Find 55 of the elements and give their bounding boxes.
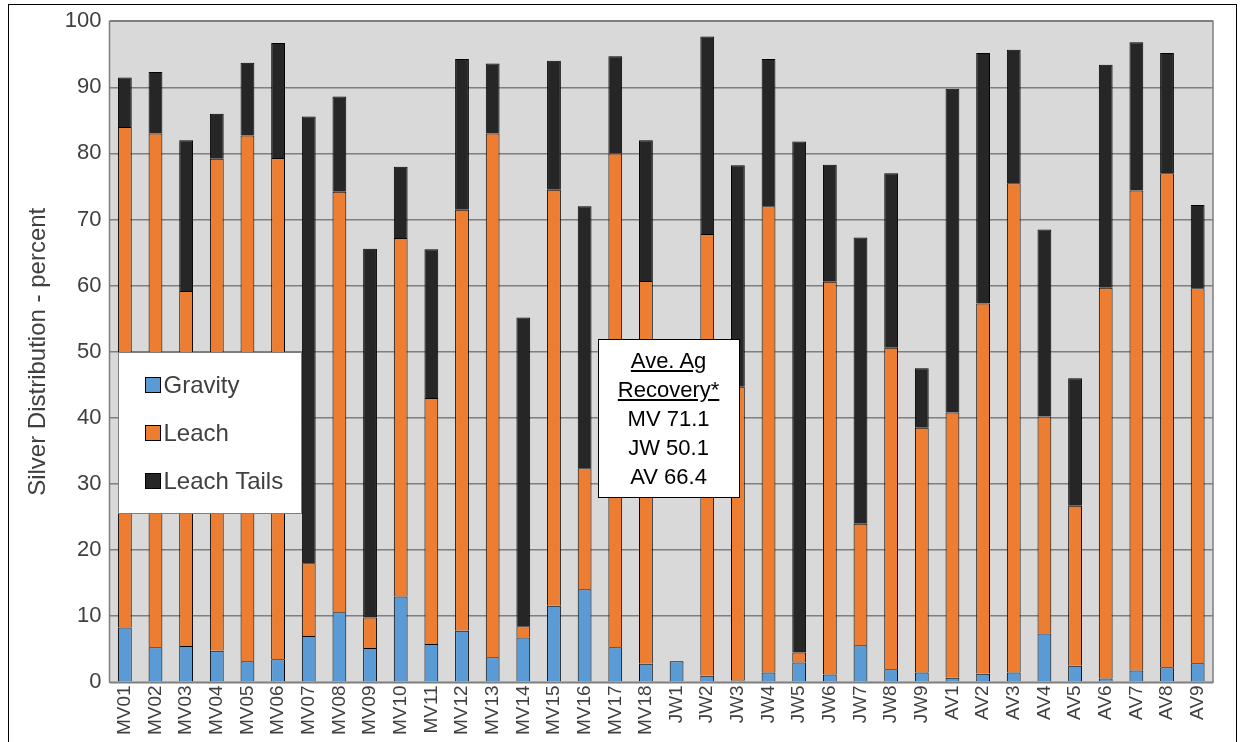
x-tick-label: MV05	[235, 685, 257, 736]
x-tick-label: JW1	[664, 685, 686, 724]
x-tick-label: JW8	[879, 685, 901, 724]
x-tick-label: AV7	[1124, 685, 1146, 720]
x-tick-label: JW7	[848, 685, 870, 724]
x-tick-label: AV3	[1001, 685, 1023, 720]
legend-label: Gravity	[163, 370, 240, 399]
x-tick-label: JW2	[695, 685, 717, 724]
y-tick-label: 10	[77, 602, 102, 628]
x-tick-label: MV13	[480, 685, 502, 736]
y-tick-label: 40	[77, 403, 102, 429]
legend-label: Leach Tails	[163, 466, 284, 495]
x-tick-label: AV6	[1093, 685, 1115, 720]
annotation: MV 71.1	[626, 404, 711, 433]
x-tick-label: AV8	[1155, 685, 1177, 720]
annotation: AV 66.4	[629, 462, 708, 491]
x-tick-label: MV01	[113, 685, 135, 736]
x-tick-label: MV11	[419, 685, 441, 734]
y-tick-label: 70	[77, 205, 102, 231]
x-tick-label: MV08	[327, 685, 349, 736]
x-tick-label: JW5	[787, 685, 809, 724]
x-tick-label: MV03	[174, 685, 196, 736]
x-tick-label: MV09	[358, 685, 380, 736]
x-tick-label: MV07	[296, 685, 318, 736]
x-tick-label: MV06	[266, 685, 288, 736]
y-tick-label: 0	[89, 668, 102, 694]
x-tick-label: MV15	[542, 685, 564, 736]
x-tick-label: MV16	[572, 685, 594, 736]
x-tick-label: MV02	[143, 685, 165, 736]
x-tick-label: AV9	[1185, 685, 1207, 720]
x-tick-label: MV10	[388, 685, 410, 736]
x-tick-label: AV2	[971, 685, 993, 720]
y-tick-label: 20	[77, 536, 102, 562]
x-tick-label: AV5	[1063, 685, 1085, 720]
x-tick-label: AV1	[940, 685, 962, 720]
annotation: Ave. Ag Recovery*	[616, 346, 721, 404]
y-tick-label: 80	[77, 139, 102, 165]
x-tick-label: MV18	[634, 685, 656, 736]
x-tick-label: MV12	[450, 685, 472, 736]
y-tick-label: 30	[77, 470, 102, 496]
x-tick-label: JW3	[726, 685, 748, 724]
y-tick-label: 50	[77, 337, 102, 363]
x-tick-label: MV04	[205, 684, 227, 736]
x-tick-label: JW6	[818, 685, 840, 724]
y-tick-label: 90	[77, 73, 102, 99]
annotation: JW 50.1	[627, 433, 710, 462]
x-tick-label: MV14	[511, 684, 533, 736]
x-tick-label: MV17	[603, 685, 625, 736]
x-tick-label: JW9	[910, 685, 932, 724]
x-tick-label: AV4	[1032, 684, 1054, 720]
y-tick-label: 60	[77, 271, 102, 297]
x-tick-label: JW4	[756, 684, 778, 724]
legend-label: Leach	[163, 418, 229, 447]
y-tick-label: 100	[64, 7, 102, 33]
y-axis-title: Silver Distribution - percent	[23, 207, 51, 496]
